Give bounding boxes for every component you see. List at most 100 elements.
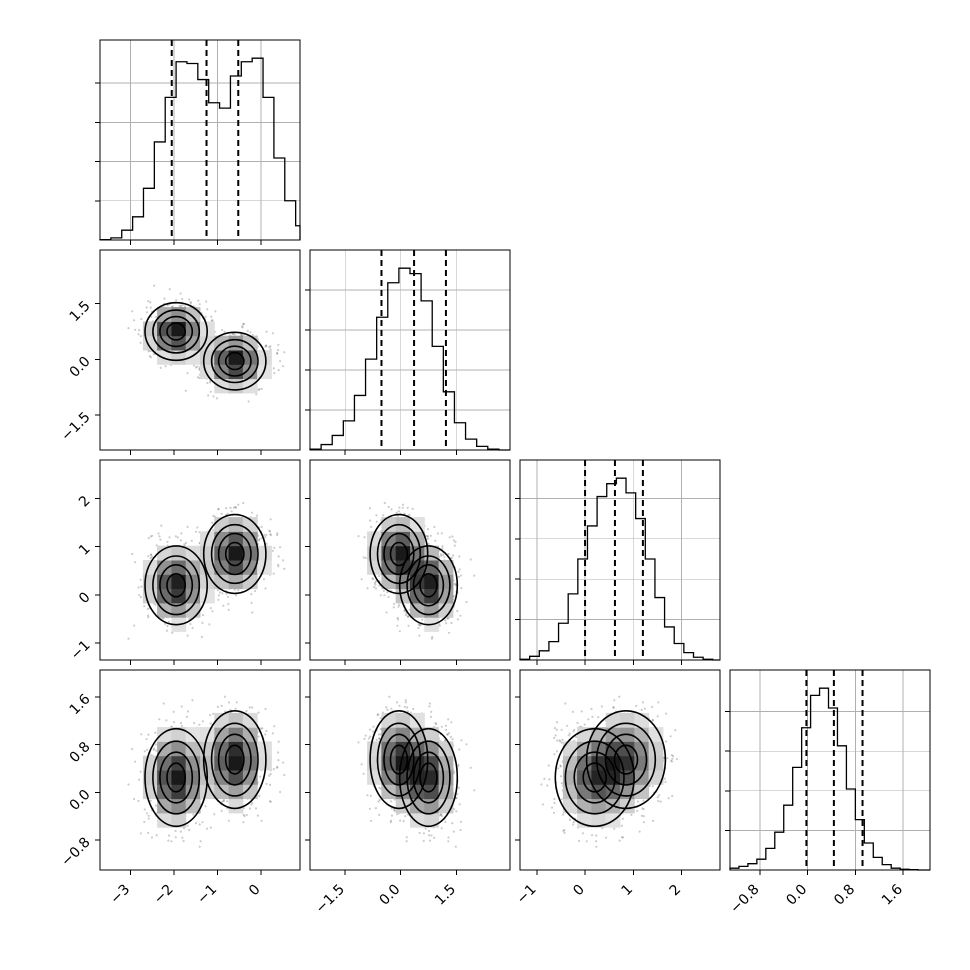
scatter-point [234, 505, 237, 509]
scatter-point [138, 594, 141, 597]
scatter-point [147, 555, 150, 558]
scatter-point [184, 541, 188, 545]
scatter-point [276, 532, 279, 535]
scatter-point [408, 513, 411, 517]
scatter-point [211, 521, 214, 524]
scatter-point [179, 305, 182, 308]
scatter-point [139, 832, 142, 835]
density-cell [242, 335, 258, 351]
scatter-point [364, 556, 367, 560]
scatter-point [268, 346, 271, 349]
scatter-point [235, 594, 238, 597]
scatter-point [209, 607, 212, 610]
scatter-point [140, 585, 143, 588]
scatter-point [154, 603, 157, 606]
scatter-point [234, 506, 238, 509]
density-cell [410, 588, 425, 604]
scatter-point [375, 520, 378, 523]
density-cell [228, 335, 244, 351]
scatter-point [275, 351, 279, 354]
scatter-point [448, 631, 451, 634]
scatter-point [269, 518, 272, 521]
scatter-point [208, 623, 211, 626]
density-cell [214, 378, 230, 394]
scatter-point [247, 400, 250, 403]
density-cell [200, 364, 215, 380]
scatter-point [382, 589, 385, 592]
scatter-point [225, 507, 228, 510]
contour-line [159, 315, 194, 348]
scatter-point [264, 733, 267, 736]
scatter-point [434, 539, 437, 542]
scatter-point [221, 592, 224, 595]
scatter-point [269, 348, 272, 351]
scatter-point [260, 537, 263, 540]
scatter-point [211, 610, 214, 613]
scatter-point [233, 588, 236, 591]
scatter-point [282, 761, 285, 764]
density-cell [228, 545, 244, 561]
scatter-point [226, 512, 229, 516]
scatter-point [440, 532, 443, 535]
scatter-point [216, 589, 219, 592]
scatter-point [426, 537, 430, 540]
scatter-point [366, 587, 369, 590]
panel-1-0: −1.50.01.5 [58, 249, 301, 455]
scatter-point [453, 544, 456, 547]
scatter-point [396, 624, 399, 627]
scatter-point [379, 594, 382, 597]
scatter-point [357, 535, 360, 538]
scatter-point [157, 532, 160, 535]
scatter-point [145, 738, 148, 741]
histogram-series [99, 57, 301, 241]
scatter-point [242, 322, 246, 325]
scatter-point [198, 823, 201, 826]
scatter-point [147, 814, 150, 817]
scatter-point [131, 310, 134, 313]
density-cell [228, 378, 244, 394]
panel-3-0: −0.80.00.81.6−3 −2 −1 0 [58, 669, 301, 907]
contour-line [224, 351, 245, 371]
scatter-point [189, 622, 192, 626]
scatter-point [194, 822, 198, 825]
scatter-point [147, 614, 150, 617]
scatter-point [151, 534, 154, 537]
scatter-point [441, 545, 444, 548]
scatter-point [186, 525, 189, 529]
density-cell [171, 335, 187, 351]
panel-2-1 [305, 459, 511, 665]
scatter-point [166, 304, 169, 307]
scatter-point [138, 329, 141, 332]
scatter-point [147, 817, 150, 820]
scatter-point [277, 740, 280, 743]
scatter-point [139, 770, 142, 773]
scatter-point [242, 821, 245, 824]
scatter-point [199, 840, 202, 843]
scatter-point [377, 575, 381, 578]
scatter-point [401, 506, 404, 509]
scatter-point [233, 333, 236, 336]
scatter-point [396, 616, 399, 620]
scatter-point [276, 352, 279, 355]
scatter-point [146, 607, 149, 611]
scatter-point [269, 533, 272, 536]
panel-1-1 [305, 249, 511, 455]
scatter-point [363, 536, 366, 539]
scatter-point [457, 575, 460, 579]
scatter-point [143, 750, 146, 753]
scatter-point [200, 635, 203, 639]
scatter-point [251, 706, 254, 709]
y-tick-label: −1 [68, 637, 94, 663]
scatter-point [166, 624, 169, 628]
scatter-point [150, 556, 154, 559]
scatter-point [282, 365, 285, 368]
contour-line [202, 331, 267, 391]
histogram-series [519, 477, 720, 661]
y-tick-label: 2 [76, 493, 94, 511]
scatter-point [397, 510, 400, 513]
scatter-point [249, 331, 252, 334]
scatter-point [264, 536, 267, 539]
scatter-point [171, 631, 174, 634]
scatter-point [374, 587, 378, 590]
